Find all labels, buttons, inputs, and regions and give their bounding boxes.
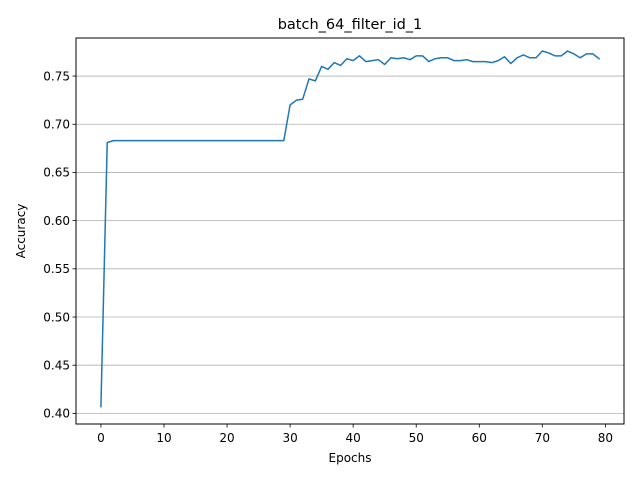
x-tick-label: 60 — [472, 431, 487, 445]
series-layer — [100, 50, 601, 408]
x-tick-label: 70 — [535, 431, 550, 445]
series-line-accuracy — [100, 50, 601, 408]
x-axis-ticks: 0 10 20 30 40 50 60 70 80 — [97, 424, 613, 445]
y-gridlines — [76, 75, 624, 414]
y-tick-label: 0.45 — [43, 359, 70, 373]
y-axis-ticks: 0.40 0.45 0.50 0.55 0.60 0.65 0.70 0.75 — [43, 69, 76, 421]
x-tick-label: 20 — [219, 431, 234, 445]
x-tick-label: 80 — [598, 431, 613, 445]
x-axis-title: Epochs — [329, 451, 372, 465]
y-tick-label: 0.40 — [43, 407, 70, 421]
y-tick-label: 0.50 — [43, 310, 70, 324]
y-axis-title: Accuracy — [14, 204, 28, 259]
y-tick-label: 0.60 — [43, 214, 70, 228]
x-tick-label: 0 — [97, 431, 105, 445]
x-tick-label: 10 — [156, 431, 171, 445]
y-tick-label: 0.70 — [43, 118, 70, 132]
y-tick-label: 0.65 — [43, 166, 70, 180]
y-tick-label: 0.75 — [43, 69, 70, 83]
x-tick-label: 50 — [409, 431, 424, 445]
chart-title: batch_64_filter_id_1 — [278, 17, 423, 33]
y-tick-label: 0.55 — [43, 262, 70, 276]
x-tick-label: 30 — [282, 431, 297, 445]
plot-frame — [75, 37, 625, 425]
x-tick-label: 40 — [346, 431, 361, 445]
